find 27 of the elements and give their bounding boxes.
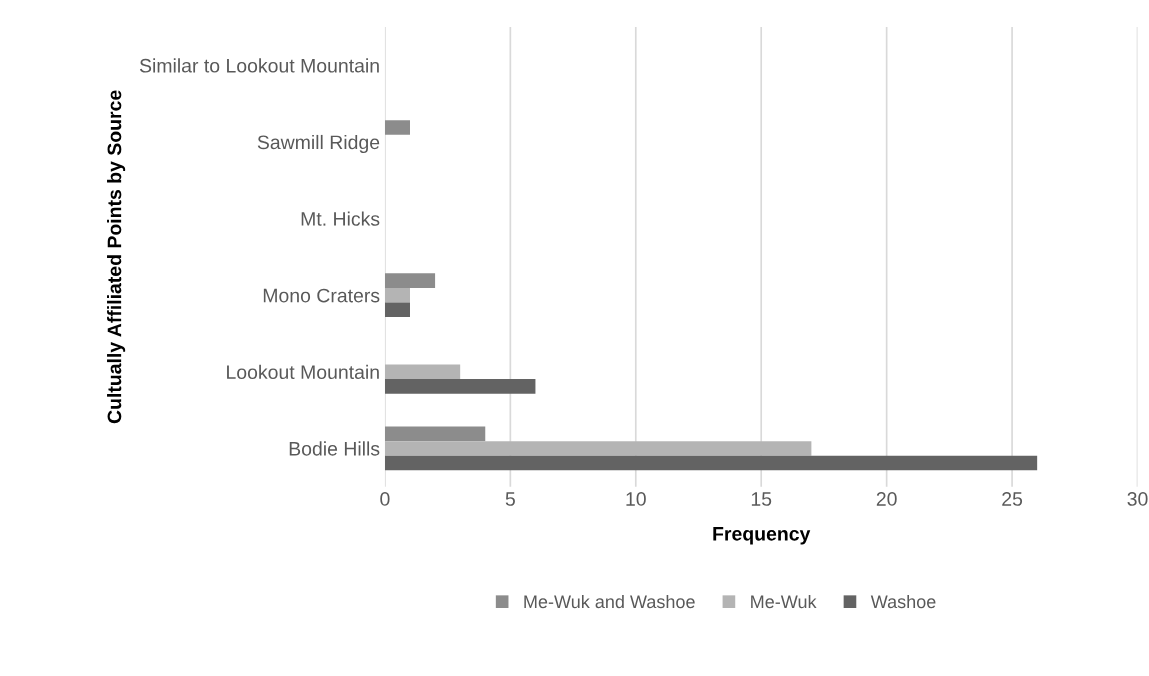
legend-label: Me-Wuk and Washoe xyxy=(524,594,695,609)
y-axis-title: Cultually Affiliated Points by Source xyxy=(107,90,126,424)
bar xyxy=(384,441,812,456)
x-tick-label: 20 xyxy=(876,492,897,506)
y-tick-label: Similar to Lookout Mountain xyxy=(139,58,379,73)
y-tick-label: Bodie Hills xyxy=(289,441,380,456)
x-tick-label: 5 xyxy=(505,492,515,506)
bar xyxy=(384,455,1038,471)
y-tick-label: Mono Craters xyxy=(263,288,380,303)
bar xyxy=(384,273,436,288)
x-tick-label: 25 xyxy=(1002,492,1023,506)
bar xyxy=(384,302,410,318)
y-tick-label: Mt. Hicks xyxy=(301,211,380,226)
x-tick-label: 30 xyxy=(1127,492,1148,506)
x-tick-label: 15 xyxy=(751,492,772,506)
bar xyxy=(384,120,410,135)
bar xyxy=(384,426,486,442)
bar xyxy=(384,364,461,380)
x-tick-label: 0 xyxy=(380,492,390,506)
legend-label: Me-Wuk xyxy=(751,594,817,609)
y-tick-label: Sawmill Ridge xyxy=(257,134,380,154)
y-tick-label: Lookout Mountain xyxy=(227,364,379,380)
bar xyxy=(384,287,410,303)
bar xyxy=(384,379,536,394)
x-axis-title: Frequency xyxy=(713,527,811,545)
x-tick-label: 10 xyxy=(626,492,646,506)
legend-label: Washoe xyxy=(870,594,936,609)
